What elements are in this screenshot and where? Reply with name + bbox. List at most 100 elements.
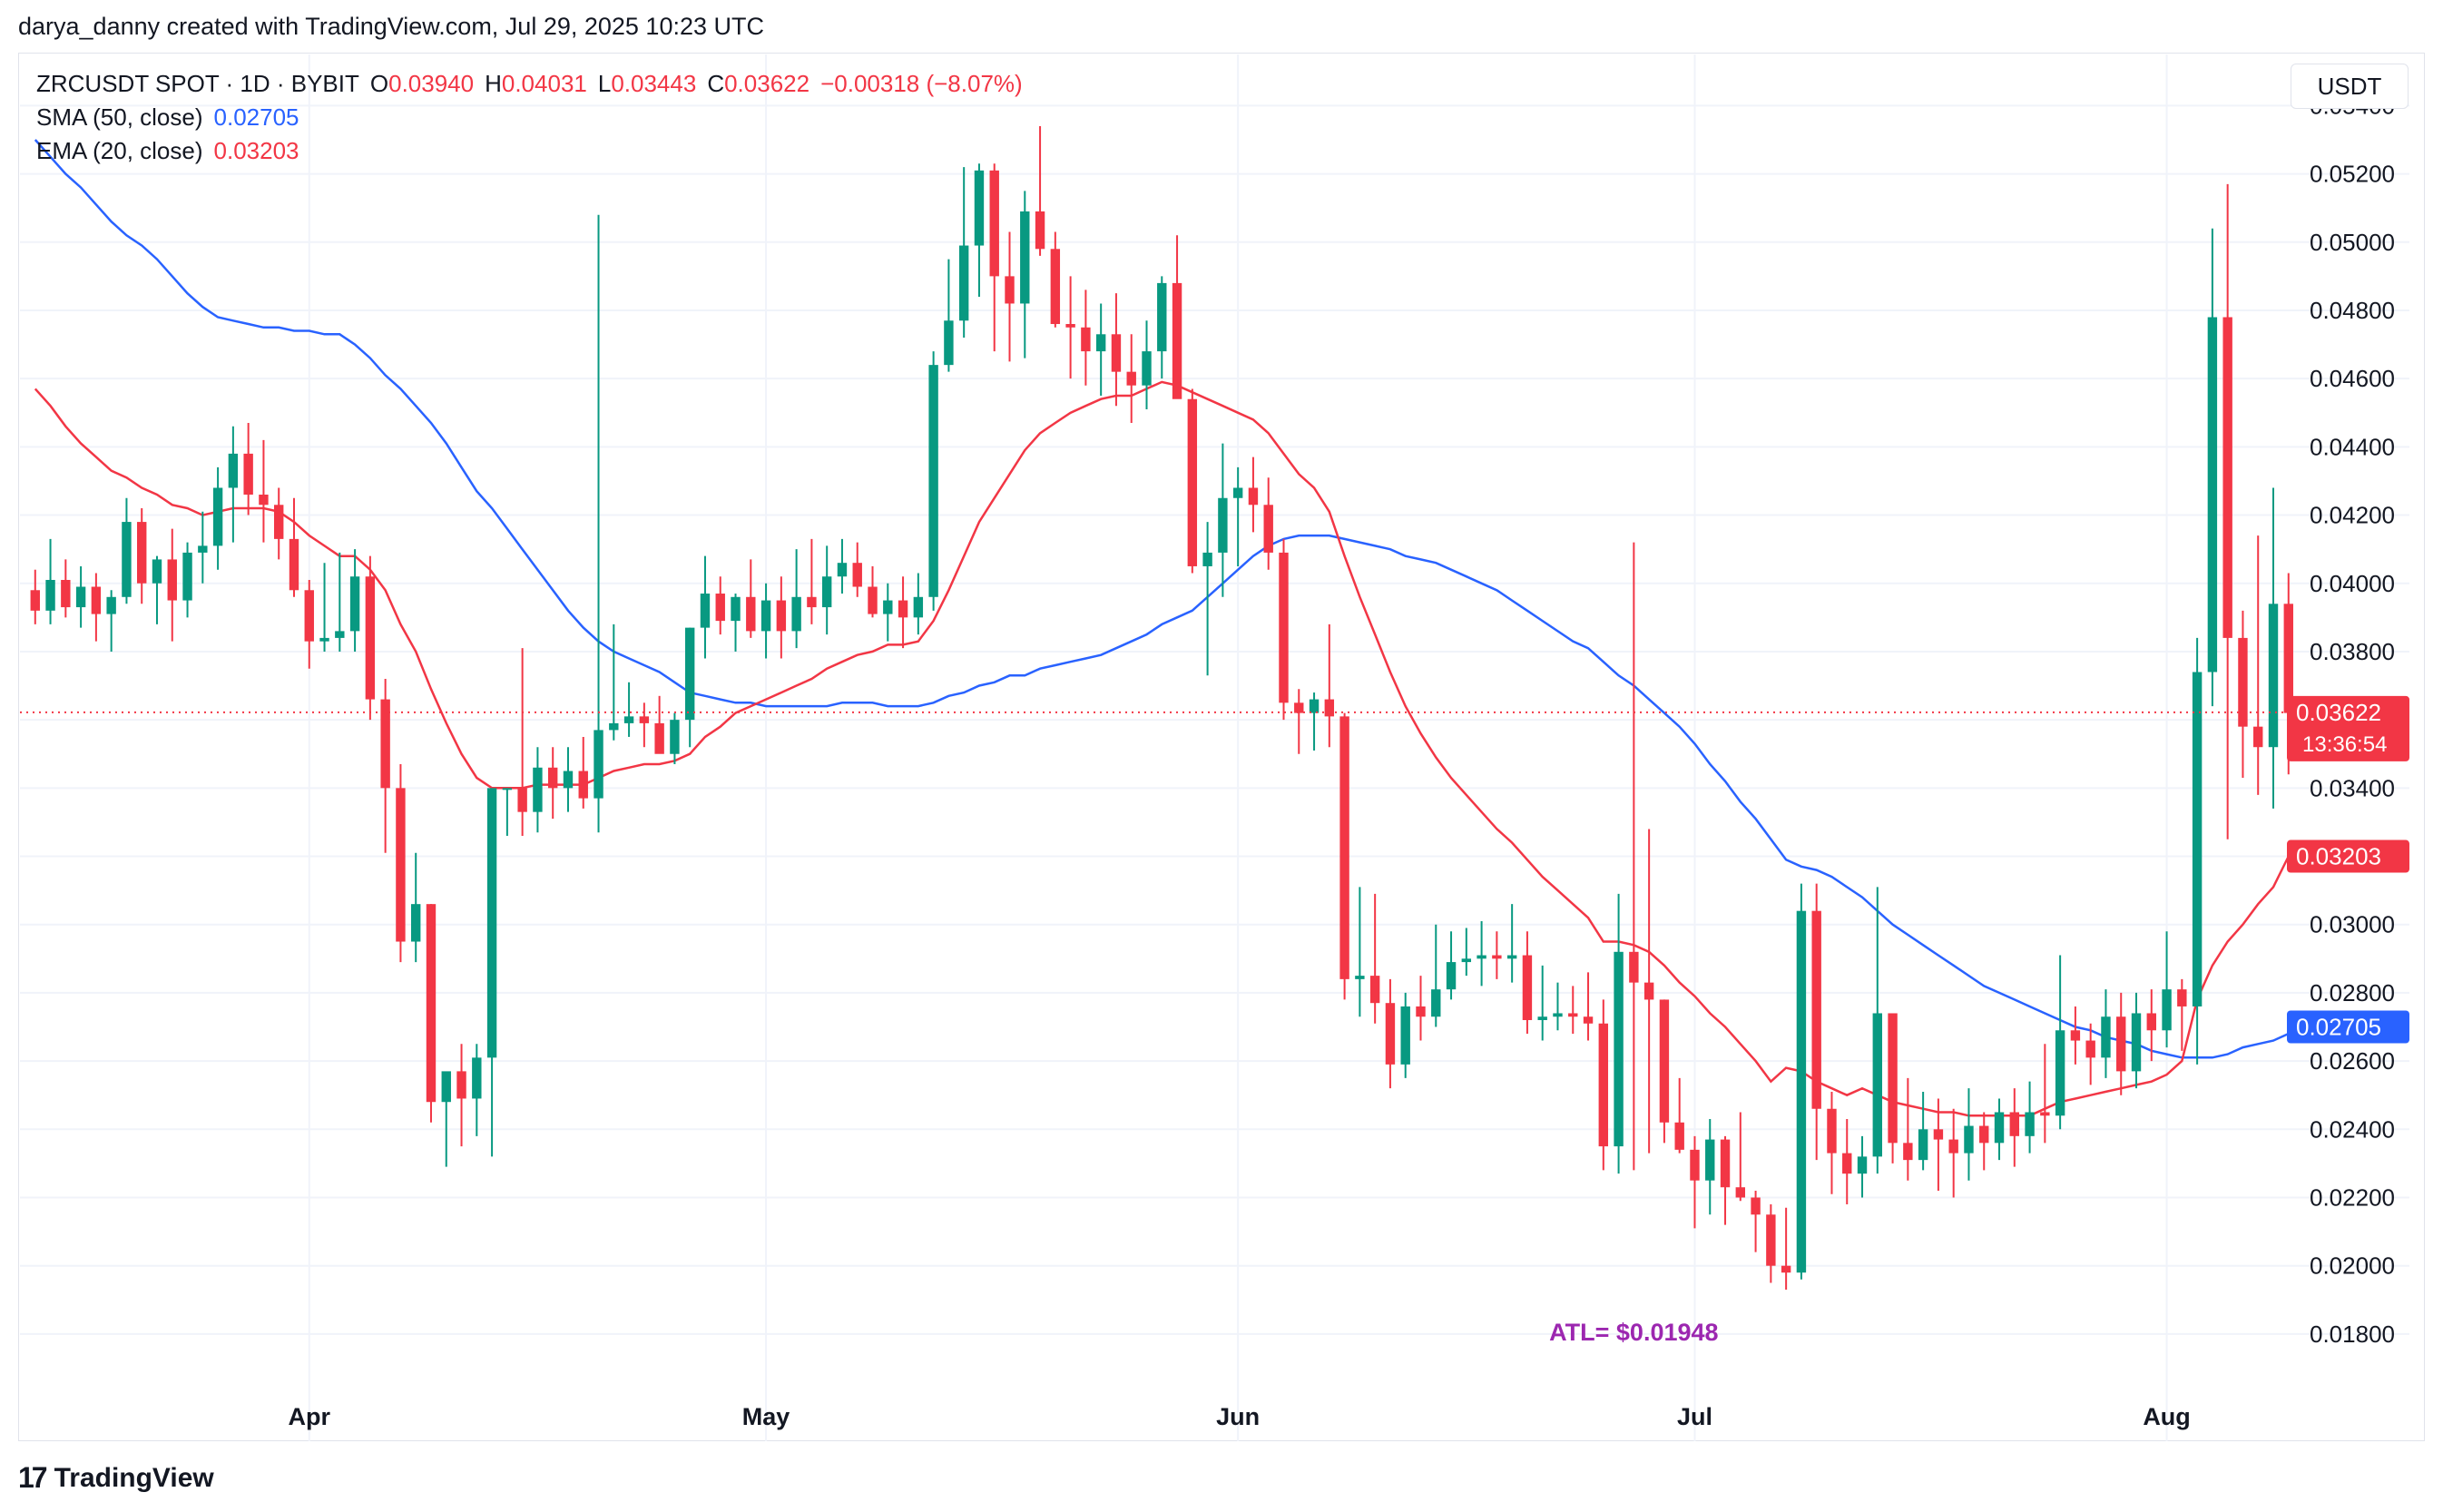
- last-price-tag-bg: [2287, 695, 2409, 761]
- candle-body: [2101, 1016, 2111, 1058]
- candle-body: [167, 559, 177, 601]
- candle: [1522, 931, 1533, 1035]
- symbol-info[interactable]: ZRCUSDT SPOT · 1D · BYBIT: [36, 70, 359, 97]
- candle: [274, 487, 284, 560]
- candle: [1674, 1077, 1684, 1154]
- candle: [335, 552, 345, 652]
- candle-body: [1279, 552, 1289, 703]
- candle: [1537, 965, 1547, 1041]
- y-tick-label: 0.02000: [2310, 1252, 2395, 1280]
- candle: [1202, 522, 1212, 676]
- candle-body: [2253, 726, 2263, 748]
- candle: [2222, 183, 2232, 839]
- candle-body: [1614, 951, 1624, 1147]
- y-tick-label: 0.03000: [2310, 911, 2395, 938]
- candle-body: [1065, 324, 1075, 328]
- candle: [2253, 535, 2263, 795]
- grid-layer: [20, 54, 2409, 1441]
- candle-body: [1142, 351, 1152, 386]
- candle-body: [1598, 1023, 1609, 1147]
- candle: [1218, 443, 1228, 597]
- candle: [715, 576, 725, 635]
- candle: [928, 351, 938, 611]
- candle: [746, 559, 756, 638]
- candle: [1020, 191, 1030, 358]
- candle: [319, 563, 329, 652]
- candle: [1643, 829, 1654, 1154]
- candle: [578, 736, 588, 809]
- candle-body: [1385, 1003, 1396, 1065]
- candle-body: [198, 545, 208, 553]
- candle: [1005, 231, 1015, 362]
- ema-price-tag-bg: [2287, 839, 2409, 873]
- candle: [1142, 320, 1152, 410]
- countdown-tag: 13:36:54: [2302, 732, 2387, 757]
- candle-body: [1461, 958, 1472, 963]
- candle-body: [304, 590, 314, 642]
- candle-body: [1309, 699, 1320, 713]
- candle: [913, 573, 924, 635]
- candle: [1553, 982, 1563, 1031]
- sma-price-tag-bg: [2287, 1010, 2409, 1044]
- candle: [152, 555, 162, 624]
- candle-body: [670, 720, 680, 754]
- candle-body: [2131, 1013, 2142, 1072]
- tradingview-logo[interactable]: 17 TradingView: [18, 1461, 214, 1495]
- open-label: O: [369, 70, 389, 97]
- candle: [1506, 904, 1517, 983]
- candle-body: [349, 576, 360, 632]
- sma-legend-row[interactable]: SMA (50, close) 0.02705: [36, 101, 1023, 134]
- candle-body: [1948, 1139, 1958, 1154]
- candle: [1903, 1077, 1913, 1181]
- candle-body: [106, 596, 116, 614]
- candle: [2040, 1044, 2050, 1144]
- candle-body: [837, 563, 848, 577]
- candle-body: [1994, 1112, 2005, 1144]
- candle-body: [122, 522, 132, 597]
- candle-body: [913, 596, 924, 618]
- candle: [1111, 293, 1122, 407]
- candle: [2207, 228, 2218, 707]
- candle: [2131, 992, 2142, 1089]
- ema-legend-row[interactable]: EMA (20, close) 0.03203: [36, 134, 1023, 168]
- candle: [1720, 1135, 1731, 1225]
- candle-body: [1872, 1013, 1882, 1157]
- candle: [1842, 1119, 1852, 1205]
- currency-selector[interactable]: USDT: [2291, 64, 2409, 109]
- y-tick-label: 0.02600: [2310, 1047, 2395, 1075]
- candle-body: [1643, 982, 1654, 1000]
- candle-body: [1583, 1016, 1594, 1024]
- candle-body: [1720, 1139, 1731, 1188]
- candle-body: [1492, 955, 1502, 959]
- candle-body: [396, 788, 406, 942]
- candle: [760, 583, 771, 659]
- candle: [547, 747, 558, 820]
- candle-body: [1477, 955, 1486, 959]
- candle: [852, 542, 862, 597]
- price-chart[interactable]: 0.01800 0.02000 0.02200 0.02400 0.02600 0.028…: [0, 0, 2443, 1443]
- candle-body: [700, 594, 711, 628]
- candle-body: [684, 627, 695, 721]
- candle: [868, 565, 878, 618]
- candle-body: [1918, 1129, 1928, 1161]
- candle-body: [289, 538, 299, 591]
- candle: [1050, 231, 1061, 328]
- ohlc-row: ZRCUSDT SPOT · 1D · BYBIT O0.03940 H0.04…: [36, 67, 1023, 101]
- last-price-tag: 0.03622: [2296, 699, 2381, 726]
- candle-body: [2070, 1030, 2081, 1041]
- candle: [837, 538, 848, 594]
- candles-layer: [30, 125, 2293, 1291]
- candle-body: [1751, 1197, 1761, 1215]
- candle: [1614, 893, 1624, 1174]
- candle: [684, 627, 695, 748]
- candle-body: [594, 730, 603, 799]
- candle-body: [365, 576, 376, 700]
- y-tick-label: 0.01800: [2310, 1321, 2395, 1348]
- candle-body: [1796, 910, 1807, 1273]
- candle: [944, 259, 954, 372]
- candle-body: [958, 245, 969, 321]
- candle-body: [472, 1057, 482, 1099]
- candle-body: [243, 453, 253, 495]
- open-value: 0.03940: [388, 70, 475, 97]
- candle: [1811, 883, 1821, 1161]
